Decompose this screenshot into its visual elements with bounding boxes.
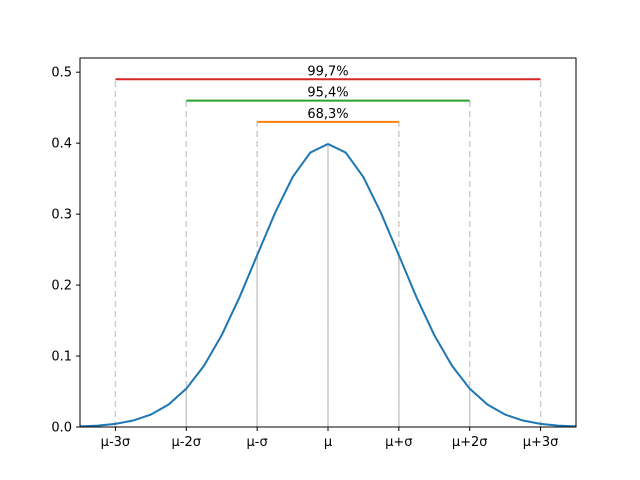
normal-curve-line xyxy=(79,142,577,428)
x-tick-label-2: μ-σ xyxy=(247,435,268,450)
x-tick-label-4: μ+σ xyxy=(385,435,412,450)
y-tick-label-0: 0.0 xyxy=(51,421,72,436)
y-tick-label-1: 0.1 xyxy=(51,350,72,365)
x-tick-label-6: μ+3σ xyxy=(523,435,559,450)
span-label-0: 68,3% xyxy=(307,107,348,122)
x-axis: μ-3σ μ-2σ μ-σ μ μ+σ μ+2σ μ+3σ xyxy=(101,427,559,450)
plot-area: 68,3% 95,4% 99,7% xyxy=(79,64,577,428)
x-tick-label-0: μ-3σ xyxy=(101,435,130,450)
y-tick-label-2: 0.2 xyxy=(51,279,72,294)
y-tick-label-3: 0.3 xyxy=(51,208,72,223)
span-label-2: 99,7% xyxy=(307,64,348,79)
span-label-1: 95,4% xyxy=(307,86,348,101)
y-axis: 0.0 0.1 0.2 0.3 0.4 0.5 xyxy=(51,66,80,436)
x-tick-label-3: μ xyxy=(324,435,332,450)
y-tick-label-5: 0.5 xyxy=(51,66,72,81)
y-tick-label-4: 0.4 xyxy=(51,137,72,152)
x-tick-label-1: μ-2σ xyxy=(172,435,201,450)
x-tick-label-5: μ+2σ xyxy=(452,435,488,450)
